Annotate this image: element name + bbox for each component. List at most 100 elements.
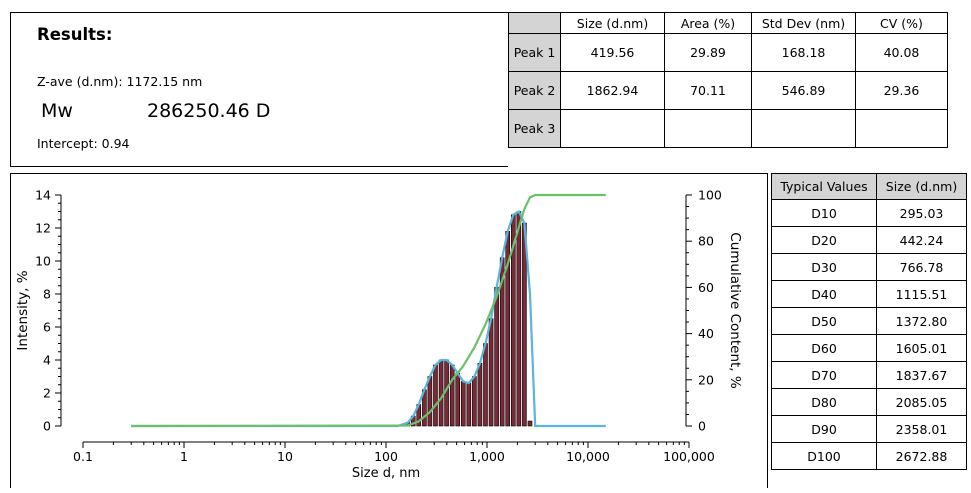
x-tick-label: 100 [374,449,398,464]
table-row: D10 295.03 [771,199,967,227]
intensity-bar [488,318,494,427]
intensity-bar [449,364,455,427]
x-tick-label: 100,000 [663,449,715,464]
percentile-label: D60 [771,334,877,362]
intercept-text: Intercept: 0.94 [37,136,130,151]
y2-axis-label: Cumulative Content, % [727,232,743,389]
table-cell: 40.08 [855,33,948,72]
intensity-bar [527,420,533,427]
intensity-bar [455,372,461,427]
table-cell [751,109,856,148]
peaks-header-area: Area (%) [664,12,752,34]
intensity-bar [427,376,433,427]
peaks-header-corner [508,12,561,34]
peak-label: Peak 1 [508,33,561,72]
y-tick-label: 8 [43,287,51,302]
percentile-label: D40 [771,280,877,308]
x-axis-label: Size d, nm [352,466,420,481]
table-row: Peak 1 419.56 29.89 168.18 40.08 [508,33,948,72]
percentile-size: 442.24 [876,226,967,254]
mw-value: 286250.46 D [147,100,271,122]
table-row: D40 1115.51 [771,280,967,308]
intensity-line [131,209,606,428]
x-tick-label: 1 [180,449,188,464]
table-row: D80 2085.05 [771,388,967,416]
peaks-header-cv: CV (%) [855,12,948,34]
table-cell: 29.36 [855,71,948,110]
table-cell: 546.89 [751,71,856,110]
intensity-bar [438,359,444,427]
y-axis-label: Intensity, % [15,270,31,350]
peak-label: Peak 2 [508,71,561,110]
y-tick-label: 4 [43,353,51,368]
peak-label: Peak 3 [508,109,561,148]
percentile-size: 1605.01 [876,334,967,362]
intensity-bar [477,363,483,427]
typical-values-table: Typical Values Size (d.nm) D10 295.03 D20 4… [771,173,967,470]
percentile-label: D30 [771,253,877,281]
percentile-label: D20 [771,226,877,254]
typical-header-size: Size (d.nm) [876,173,967,200]
y2-tick-label: 100 [698,188,722,203]
table-row: D90 2358.01 [771,415,967,443]
table-row: D50 1372.80 [771,307,967,335]
y2-tick-label: 60 [698,280,714,295]
intensity-bar [472,376,477,427]
y-tick-label: 6 [43,320,51,335]
intensity-bar [466,382,472,427]
intensity-bar [516,211,522,427]
percentile-label: D10 [771,199,877,227]
intensity-bar [433,364,438,427]
percentile-size: 1837.67 [876,361,967,389]
chart-panel: 0 2 4 6 8 10 12 14 Intensity, % 0 20 40 60 80 100 Cumul… [10,173,768,488]
peaks-header-stddev: Std Dev (nm) [751,12,856,34]
percentile-label: D70 [771,361,877,389]
table-cell: 168.18 [751,33,856,72]
percentile-label: D80 [771,388,877,416]
table-cell: 419.56 [560,33,665,72]
table-cell: 70.11 [664,71,752,110]
cumulative-line [131,193,606,428]
table-cell: 29.89 [664,33,752,72]
table-cell: 1862.94 [560,71,665,110]
y2-tick-label: 40 [698,326,714,341]
percentile-size: 2358.01 [876,415,967,443]
table-cell [560,109,665,148]
y2-tick-label: 20 [698,372,714,387]
peaks-table: Size (d.nm) Area (%) Std Dev (nm) CV (%)… [508,12,948,148]
intensity-bar [460,381,466,427]
size-distribution-chart: 0 2 4 6 8 10 12 14 Intensity, % 0 20 40 60 80 100 Cumul… [15,188,743,482]
percentile-size: 2672.88 [876,442,967,470]
percentile-size: 1115.51 [876,280,967,308]
y-tick-label: 10 [35,254,51,269]
percentile-size: 766.78 [876,253,967,281]
y2-tick-label: 0 [698,419,706,434]
percentile-label: D50 [771,307,877,335]
y2-tick-label: 80 [698,234,714,249]
y-tick-label: 0 [43,419,51,434]
intensity-bar [483,343,488,427]
mw-label: Mw [41,100,73,122]
table-row: Peak 2 1862.94 70.11 546.89 29.36 [508,71,948,110]
y-tick-label: 2 [43,386,51,401]
table-cell [664,109,752,148]
table-cell [855,109,948,148]
table-row: D20 442.24 [771,226,967,254]
y-tick-label: 12 [35,221,51,236]
z-average-text: Z-ave (d.nm): 1172.15 nm [37,74,203,89]
percentile-label: D90 [771,415,877,443]
results-panel: Results: Z-ave (d.nm): 1172.15 nm Mw 286… [10,12,508,167]
typical-header-label: Typical Values [771,173,877,200]
y-tick-label: 14 [35,188,51,203]
percentile-size: 1372.80 [876,307,967,335]
table-row: D30 766.78 [771,253,967,281]
results-title: Results: [37,25,113,44]
x-tick-label: 0.1 [73,449,93,464]
table-row: D70 1837.67 [771,361,967,389]
table-row: D60 1605.01 [771,334,967,362]
x-tick-label: 1,000 [469,449,505,464]
table-row: Peak 3 [508,109,948,148]
x-tick-label: 10,000 [566,449,610,464]
peaks-header-size: Size (d.nm) [560,12,665,34]
percentile-size: 295.03 [876,199,967,227]
